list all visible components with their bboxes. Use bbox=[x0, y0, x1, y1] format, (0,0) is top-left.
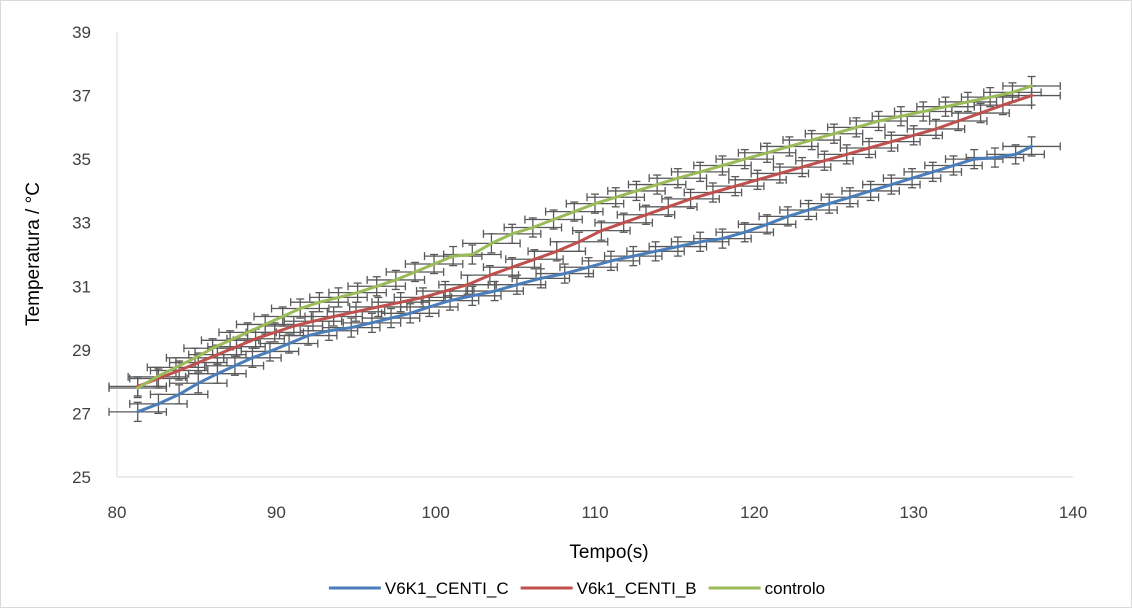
y-tick-label: 39 bbox=[72, 23, 91, 42]
series-lines bbox=[136, 84, 1034, 414]
legend-label: V6K1_CENTI_C bbox=[385, 579, 509, 598]
y-axis-title: Temperatura / °C bbox=[23, 182, 44, 326]
series-line-2 bbox=[136, 94, 1034, 388]
legend: V6K1_CENTI_C V6k1_CENTI_B controlo bbox=[328, 579, 825, 598]
y-tick-label: 25 bbox=[72, 468, 91, 487]
series-line-1 bbox=[136, 144, 1034, 414]
legend-item: V6K1_CENTI_C bbox=[328, 579, 509, 598]
legend-item: V6k1_CENTI_B bbox=[520, 579, 697, 598]
series-line-3 bbox=[136, 84, 1034, 390]
x-tick-label: 130 bbox=[899, 503, 927, 522]
x-tick-label: 100 bbox=[421, 503, 449, 522]
error-bars bbox=[108, 75, 1061, 423]
tick-labels: 80 90 100 110 120 130 140 25 27 29 31 33 35 37 39 bbox=[72, 23, 1087, 522]
axes bbox=[116, 32, 1073, 478]
x-tick-label: 140 bbox=[1059, 503, 1087, 522]
y-tick-label: 37 bbox=[72, 87, 91, 106]
x-tick-label: 90 bbox=[267, 503, 286, 522]
x-tick-label: 80 bbox=[108, 503, 127, 522]
y-tick-label: 31 bbox=[72, 277, 91, 296]
y-tick-label: 27 bbox=[72, 404, 91, 423]
x-tick-label: 110 bbox=[581, 503, 608, 522]
legend-item: controlo bbox=[708, 579, 825, 598]
legend-label: controlo bbox=[765, 579, 825, 598]
y-tick-label: 29 bbox=[72, 341, 91, 360]
legend-label: V6k1_CENTI_B bbox=[577, 579, 697, 598]
y-tick-label: 35 bbox=[72, 150, 91, 169]
x-tick-label: 120 bbox=[740, 503, 768, 522]
x-axis-title: Tempo(s) bbox=[569, 542, 648, 563]
y-tick-label: 33 bbox=[72, 214, 91, 233]
